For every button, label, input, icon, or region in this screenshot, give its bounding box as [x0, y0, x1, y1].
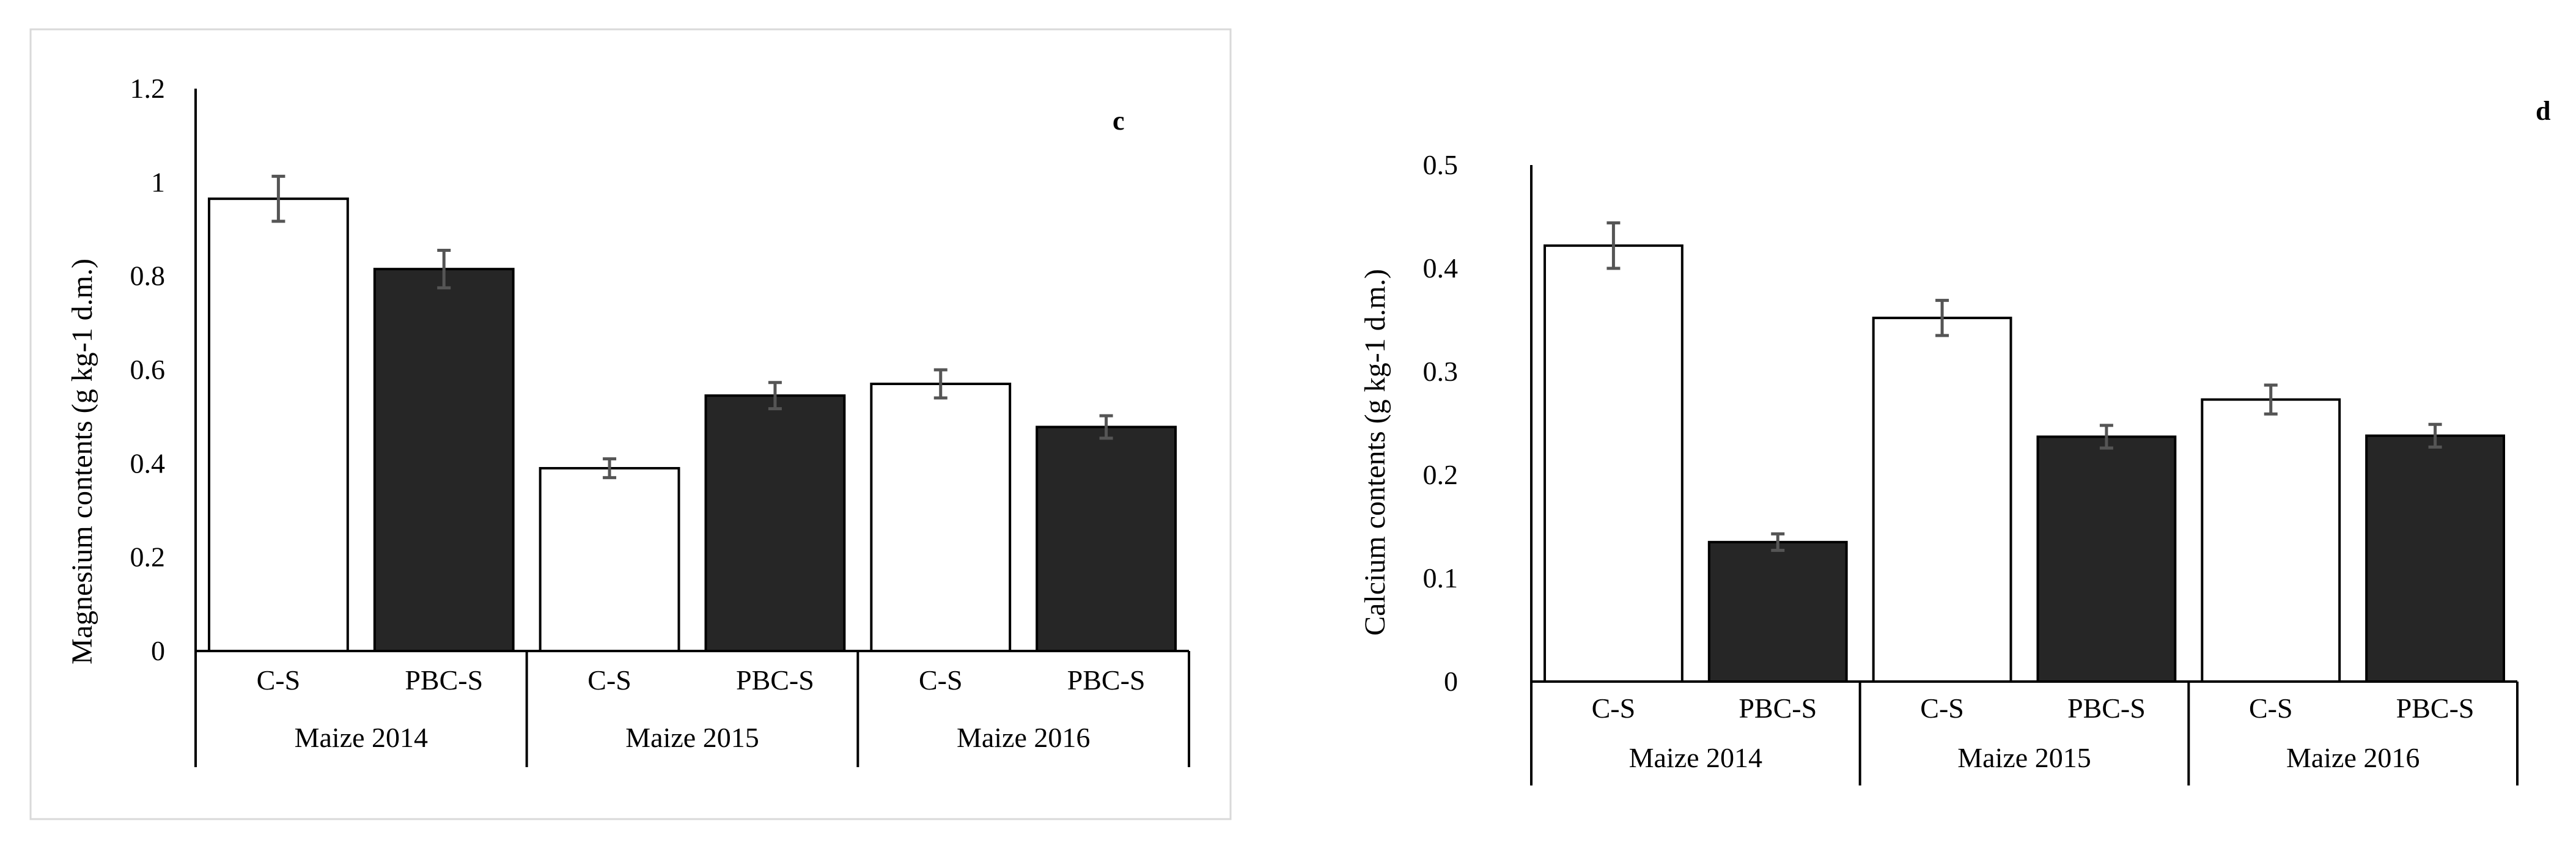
panel-letter: c	[1113, 106, 1125, 136]
bar-pbc-s	[1036, 425, 1177, 652]
x-category-label: PBC-S	[1067, 664, 1146, 696]
bar-c-s	[2201, 398, 2341, 683]
x-category-label: C-S	[257, 664, 301, 696]
x-category-label: PBC-S	[1739, 693, 1817, 724]
x-group-label: Maize 2014	[295, 722, 428, 753]
y-tick-label: 1.2	[130, 73, 166, 104]
bar-pbc-s	[2365, 434, 2506, 683]
y-tick-label: 0.3	[1423, 356, 1459, 387]
x-group-label: Maize 2015	[625, 722, 759, 753]
bar-c-s	[1872, 317, 2012, 683]
bar-c-s	[208, 197, 349, 652]
x-category-label: PBC-S	[405, 664, 483, 696]
y-tick-label: 0.6	[130, 354, 166, 385]
bar-c-s	[870, 383, 1012, 652]
x-group-label: Maize 2015	[1957, 742, 2091, 773]
bar-pbc-s	[2036, 435, 2177, 683]
y-tick-label: 0.5	[1423, 149, 1459, 180]
bar-c-s	[539, 467, 680, 652]
x-category-label: PBC-S	[2396, 693, 2475, 724]
x-category-label: C-S	[2249, 693, 2293, 724]
x-group-label: Maize 2016	[2286, 742, 2420, 773]
x-group-label: Maize 2016	[957, 722, 1090, 753]
chart-calcium: Calcium contents (g kg-1 d.m.) d 0 0.1 0.2…	[1359, 96, 2550, 785]
panel-letter: d	[2536, 96, 2550, 126]
x-group-label: Maize 2014	[1629, 742, 1762, 773]
y-tick-label: 0.2	[1423, 459, 1459, 490]
y-tick-label: 0.2	[130, 542, 166, 573]
bar-pbc-s	[373, 268, 515, 652]
y-tick-label: 0.1	[1423, 562, 1459, 594]
x-category-label: C-S	[587, 664, 631, 696]
bar-pbc-s	[704, 394, 846, 653]
y-tick-label: 0	[1444, 666, 1458, 697]
y-tick-label: 0	[151, 635, 165, 666]
y-axis-title: Magnesium contents (g kg-1 d.m.)	[66, 259, 98, 664]
x-category-label: PBC-S	[736, 664, 814, 696]
y-axis-title: Calcium contents (g kg-1 d.m.)	[1359, 269, 1391, 636]
y-tick-label: 0.4	[130, 447, 166, 479]
y-tick-label: 0.4	[1423, 252, 1459, 284]
x-category-label: C-S	[1920, 693, 1964, 724]
y-tick-label: 0.8	[130, 260, 166, 292]
y-tick-label: 1	[151, 166, 165, 197]
x-category-label: C-S	[919, 664, 963, 696]
bar-c-s	[1544, 244, 1684, 683]
x-category-label: C-S	[1592, 693, 1636, 724]
chart-magnesium: Magnesium contents (g kg-1 d.m.) c 0 0.2 0…	[66, 73, 1190, 767]
bar-pbc-s	[1707, 540, 1848, 683]
x-category-label: PBC-S	[2067, 693, 2146, 724]
